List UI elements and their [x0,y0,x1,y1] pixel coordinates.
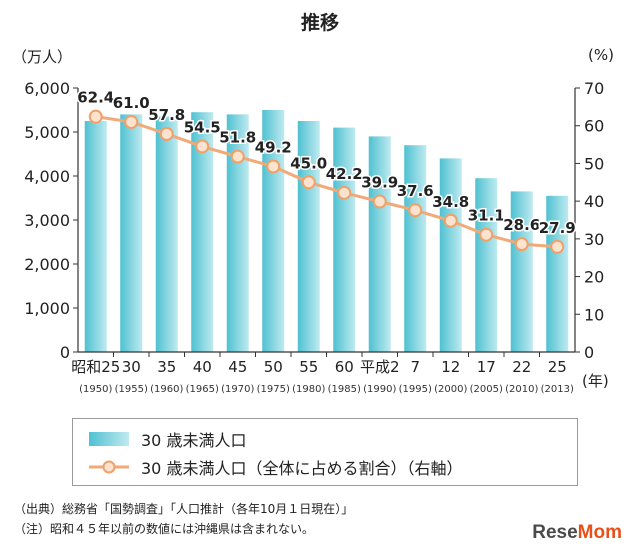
right-tick-label: 0 [584,343,594,362]
right-axis-unit: (%) [588,46,614,64]
data-label: 57.8 [148,106,185,124]
data-label: 42.2 [326,165,363,183]
x-sub-label: (1985) [328,384,361,395]
source-note: （出典）総務省「国勢調査」「人口推計（各年10月１日現在）」 [14,502,354,516]
x-tick-label: 35 [157,358,176,376]
right-tick-label: 20 [584,268,604,287]
line-point [372,194,387,209]
x-sub-label: (2000) [434,384,467,395]
line-point [124,114,139,129]
right-tick-label: 70 [584,79,604,98]
line-point [550,239,565,254]
data-label: 54.5 [184,118,221,136]
x-tick-label: 12 [441,358,460,376]
line-point [88,109,103,124]
data-label: 49.2 [255,138,292,156]
x-tick-label: 平成2 [360,358,400,376]
x-tick-label: 30 [122,358,141,376]
resemom-logo: ReseMom [532,522,622,543]
x-tick-label: 45 [228,358,247,376]
x-sub-label: (2013) [541,384,574,395]
left-tick-label: 3,000 [24,211,70,230]
x-sub-label: (1980) [292,384,325,395]
x-sub-label: (1975) [257,384,290,395]
left-tick-label: 0 [60,343,70,362]
x-sub-label: (1950) [79,384,112,395]
legend: 30 歳未満人口 30 歳未満人口（全体に占める割合）（右軸） [72,418,578,486]
bar [510,191,533,352]
x-sub-label: (1990) [363,384,396,395]
left-tick-label: 2,000 [24,255,70,274]
chart-title: 推移 [300,12,339,34]
x-tick-label: 25 [548,358,567,376]
legend-item-bar: 30 歳未満人口 [87,427,246,451]
right-tick-label: 60 [584,117,604,136]
line-point [479,227,494,242]
x-sub-label: (1960) [150,384,183,395]
x-sub-label: (1970) [221,384,254,395]
data-label: 61.0 [113,94,150,112]
x-sub-label: (2010) [505,384,538,395]
x-tick-label: 昭和25 [71,358,120,376]
x-tick-label: 22 [512,358,531,376]
data-label: 27.9 [539,219,576,237]
legend-item-line: 30 歳未満人口（全体に占める割合）（右軸） [87,455,462,479]
line-point [443,213,458,228]
left-axis-unit: （万人） [12,48,73,66]
footnote: （注）昭和４５年以前の数値には沖縄県は含まれない。 [14,522,315,536]
data-label: 34.8 [432,193,469,211]
legend-line-swatch [89,460,129,474]
bar [333,127,356,352]
x-tick-label: 17 [477,358,496,376]
right-tick-label: 40 [584,192,604,211]
line-point [195,139,210,154]
data-label: 31.1 [468,207,505,225]
data-label: 62.4 [77,89,114,107]
left-tick-label: 6,000 [24,79,70,98]
line-point [337,185,352,200]
bar [84,121,107,352]
line-point [301,175,316,190]
x-tick-label: 60 [335,358,354,376]
bar [120,114,143,353]
x-sub-label: (1955) [115,384,148,395]
bar [368,136,391,352]
left-tick-label: 1,000 [24,299,70,318]
legend-bar-label: 30 歳未満人口 [141,431,247,450]
right-tick-label: 10 [584,305,604,324]
bar [404,145,427,352]
line-point [159,127,174,142]
bar [155,116,178,352]
x-tick-label: 40 [193,358,212,376]
bar [191,112,214,352]
left-tick-label: 5,000 [24,123,70,142]
line-point [266,159,281,174]
x-tick-label: 7 [410,358,420,376]
year-unit: (年) [582,372,609,390]
legend-line-label: 30 歳未満人口（全体に占める割合）（右軸） [141,459,463,478]
x-sub-label: (1965) [186,384,219,395]
bar [226,114,249,353]
bar [546,195,569,352]
bar [439,158,462,352]
left-tick-label: 4,000 [24,167,70,186]
right-tick-label: 50 [584,154,604,173]
line-point [230,149,245,164]
right-tick-label: 30 [584,230,604,249]
x-sub-label: (1995) [399,384,432,395]
x-tick-label: 55 [299,358,318,376]
line-point [408,203,423,218]
data-label: 39.9 [361,174,398,192]
data-label: 51.8 [219,129,256,147]
line-point [514,237,529,252]
x-tick-label: 50 [264,358,283,376]
data-label: 45.0 [290,154,327,172]
chart-svg: 0 1,000 2,000 3,000 4,000 5,000 6,000 0 10 20 30 40… [24,79,604,395]
data-label: 37.6 [397,182,434,200]
data-label: 28.6 [503,216,540,234]
bar [475,178,498,352]
legend-bar-swatch [89,432,129,446]
x-sub-label: (2005) [470,384,503,395]
